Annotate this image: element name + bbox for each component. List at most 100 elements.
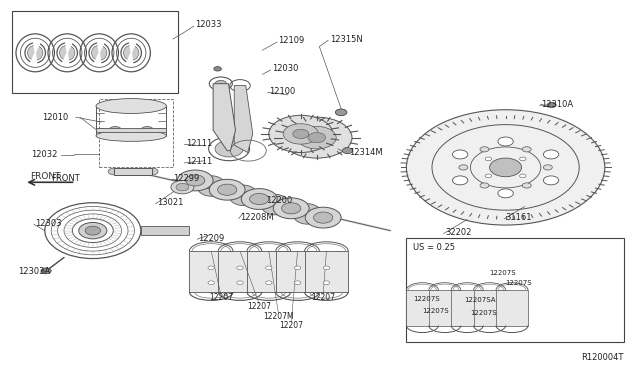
Bar <box>406 238 624 342</box>
Text: 12111: 12111 <box>186 139 212 148</box>
Ellipse shape <box>229 185 257 205</box>
Wedge shape <box>65 40 73 53</box>
Circle shape <box>543 150 559 159</box>
Circle shape <box>241 189 277 209</box>
Circle shape <box>490 158 522 177</box>
Text: 12315N: 12315N <box>330 35 362 44</box>
Circle shape <box>342 148 353 154</box>
Circle shape <box>108 168 120 175</box>
Text: 12209: 12209 <box>198 234 225 243</box>
Text: 12207: 12207 <box>247 302 271 311</box>
Polygon shape <box>247 251 291 292</box>
Ellipse shape <box>261 195 289 215</box>
Circle shape <box>498 189 513 198</box>
Circle shape <box>85 226 100 235</box>
Circle shape <box>485 174 492 178</box>
Circle shape <box>452 150 468 159</box>
Circle shape <box>314 212 333 223</box>
Ellipse shape <box>28 45 43 60</box>
Bar <box>114 168 152 175</box>
Ellipse shape <box>60 45 75 60</box>
Circle shape <box>335 109 347 116</box>
Text: FRONT: FRONT <box>51 174 80 183</box>
Bar <box>12 11 178 93</box>
Circle shape <box>208 281 214 285</box>
Polygon shape <box>213 84 236 151</box>
Ellipse shape <box>293 204 321 224</box>
Polygon shape <box>429 290 461 326</box>
Text: 12303: 12303 <box>35 219 61 228</box>
Circle shape <box>41 268 51 274</box>
Polygon shape <box>189 251 233 292</box>
Circle shape <box>498 137 513 146</box>
Circle shape <box>452 176 468 185</box>
Text: 31161: 31161 <box>506 213 532 222</box>
Circle shape <box>459 165 468 170</box>
Wedge shape <box>93 53 101 65</box>
Circle shape <box>41 271 46 274</box>
Circle shape <box>218 184 237 195</box>
Wedge shape <box>129 40 137 53</box>
Circle shape <box>209 179 245 200</box>
Text: 12030: 12030 <box>272 64 298 73</box>
Circle shape <box>266 266 272 270</box>
Text: 12299: 12299 <box>173 174 199 183</box>
Wedge shape <box>125 53 133 65</box>
Circle shape <box>282 117 352 158</box>
Circle shape <box>522 147 531 152</box>
Text: 12100: 12100 <box>269 87 295 96</box>
Text: 12109: 12109 <box>278 36 305 45</box>
Text: 12303A: 12303A <box>18 267 50 276</box>
Circle shape <box>298 126 336 149</box>
Text: 12207S: 12207S <box>470 310 497 316</box>
Text: US = 0.25: US = 0.25 <box>413 243 455 252</box>
Text: 12207: 12207 <box>209 293 233 302</box>
Circle shape <box>323 281 330 285</box>
Text: 12207S: 12207S <box>413 296 440 302</box>
Text: 12310A: 12310A <box>541 100 573 109</box>
Text: 12200: 12200 <box>266 196 292 205</box>
Circle shape <box>543 176 559 185</box>
Text: 12111: 12111 <box>186 157 212 166</box>
Circle shape <box>171 180 194 194</box>
Text: 12033: 12033 <box>195 20 221 29</box>
Polygon shape <box>406 290 438 326</box>
Circle shape <box>215 80 227 87</box>
Text: 12207S: 12207S <box>422 308 449 314</box>
Text: 12010: 12010 <box>42 113 68 122</box>
Circle shape <box>250 193 269 205</box>
Polygon shape <box>218 251 262 292</box>
Ellipse shape <box>197 176 226 196</box>
Text: 12207S: 12207S <box>490 270 516 276</box>
Circle shape <box>186 175 205 186</box>
Circle shape <box>522 183 531 188</box>
Circle shape <box>520 174 526 178</box>
Circle shape <box>273 198 309 219</box>
Circle shape <box>214 67 221 71</box>
Polygon shape <box>496 290 528 326</box>
Circle shape <box>308 132 326 143</box>
Circle shape <box>215 141 243 157</box>
Circle shape <box>520 157 526 161</box>
Circle shape <box>480 147 489 152</box>
Bar <box>99 99 173 167</box>
Wedge shape <box>97 40 105 53</box>
Polygon shape <box>234 86 253 153</box>
Circle shape <box>79 222 107 239</box>
Circle shape <box>269 115 333 153</box>
Text: 12207: 12207 <box>279 321 303 330</box>
Text: R120004T: R120004T <box>582 353 624 362</box>
Bar <box>96 128 166 132</box>
Text: 12207M: 12207M <box>263 312 294 321</box>
Ellipse shape <box>96 130 166 141</box>
Circle shape <box>177 170 213 191</box>
Circle shape <box>406 110 605 225</box>
Ellipse shape <box>124 45 139 60</box>
Circle shape <box>294 266 301 270</box>
Circle shape <box>485 157 492 161</box>
Wedge shape <box>33 40 41 53</box>
Text: 12207S: 12207S <box>506 280 532 286</box>
Text: 12207SA: 12207SA <box>464 297 495 303</box>
Ellipse shape <box>96 99 166 113</box>
Circle shape <box>283 124 319 144</box>
